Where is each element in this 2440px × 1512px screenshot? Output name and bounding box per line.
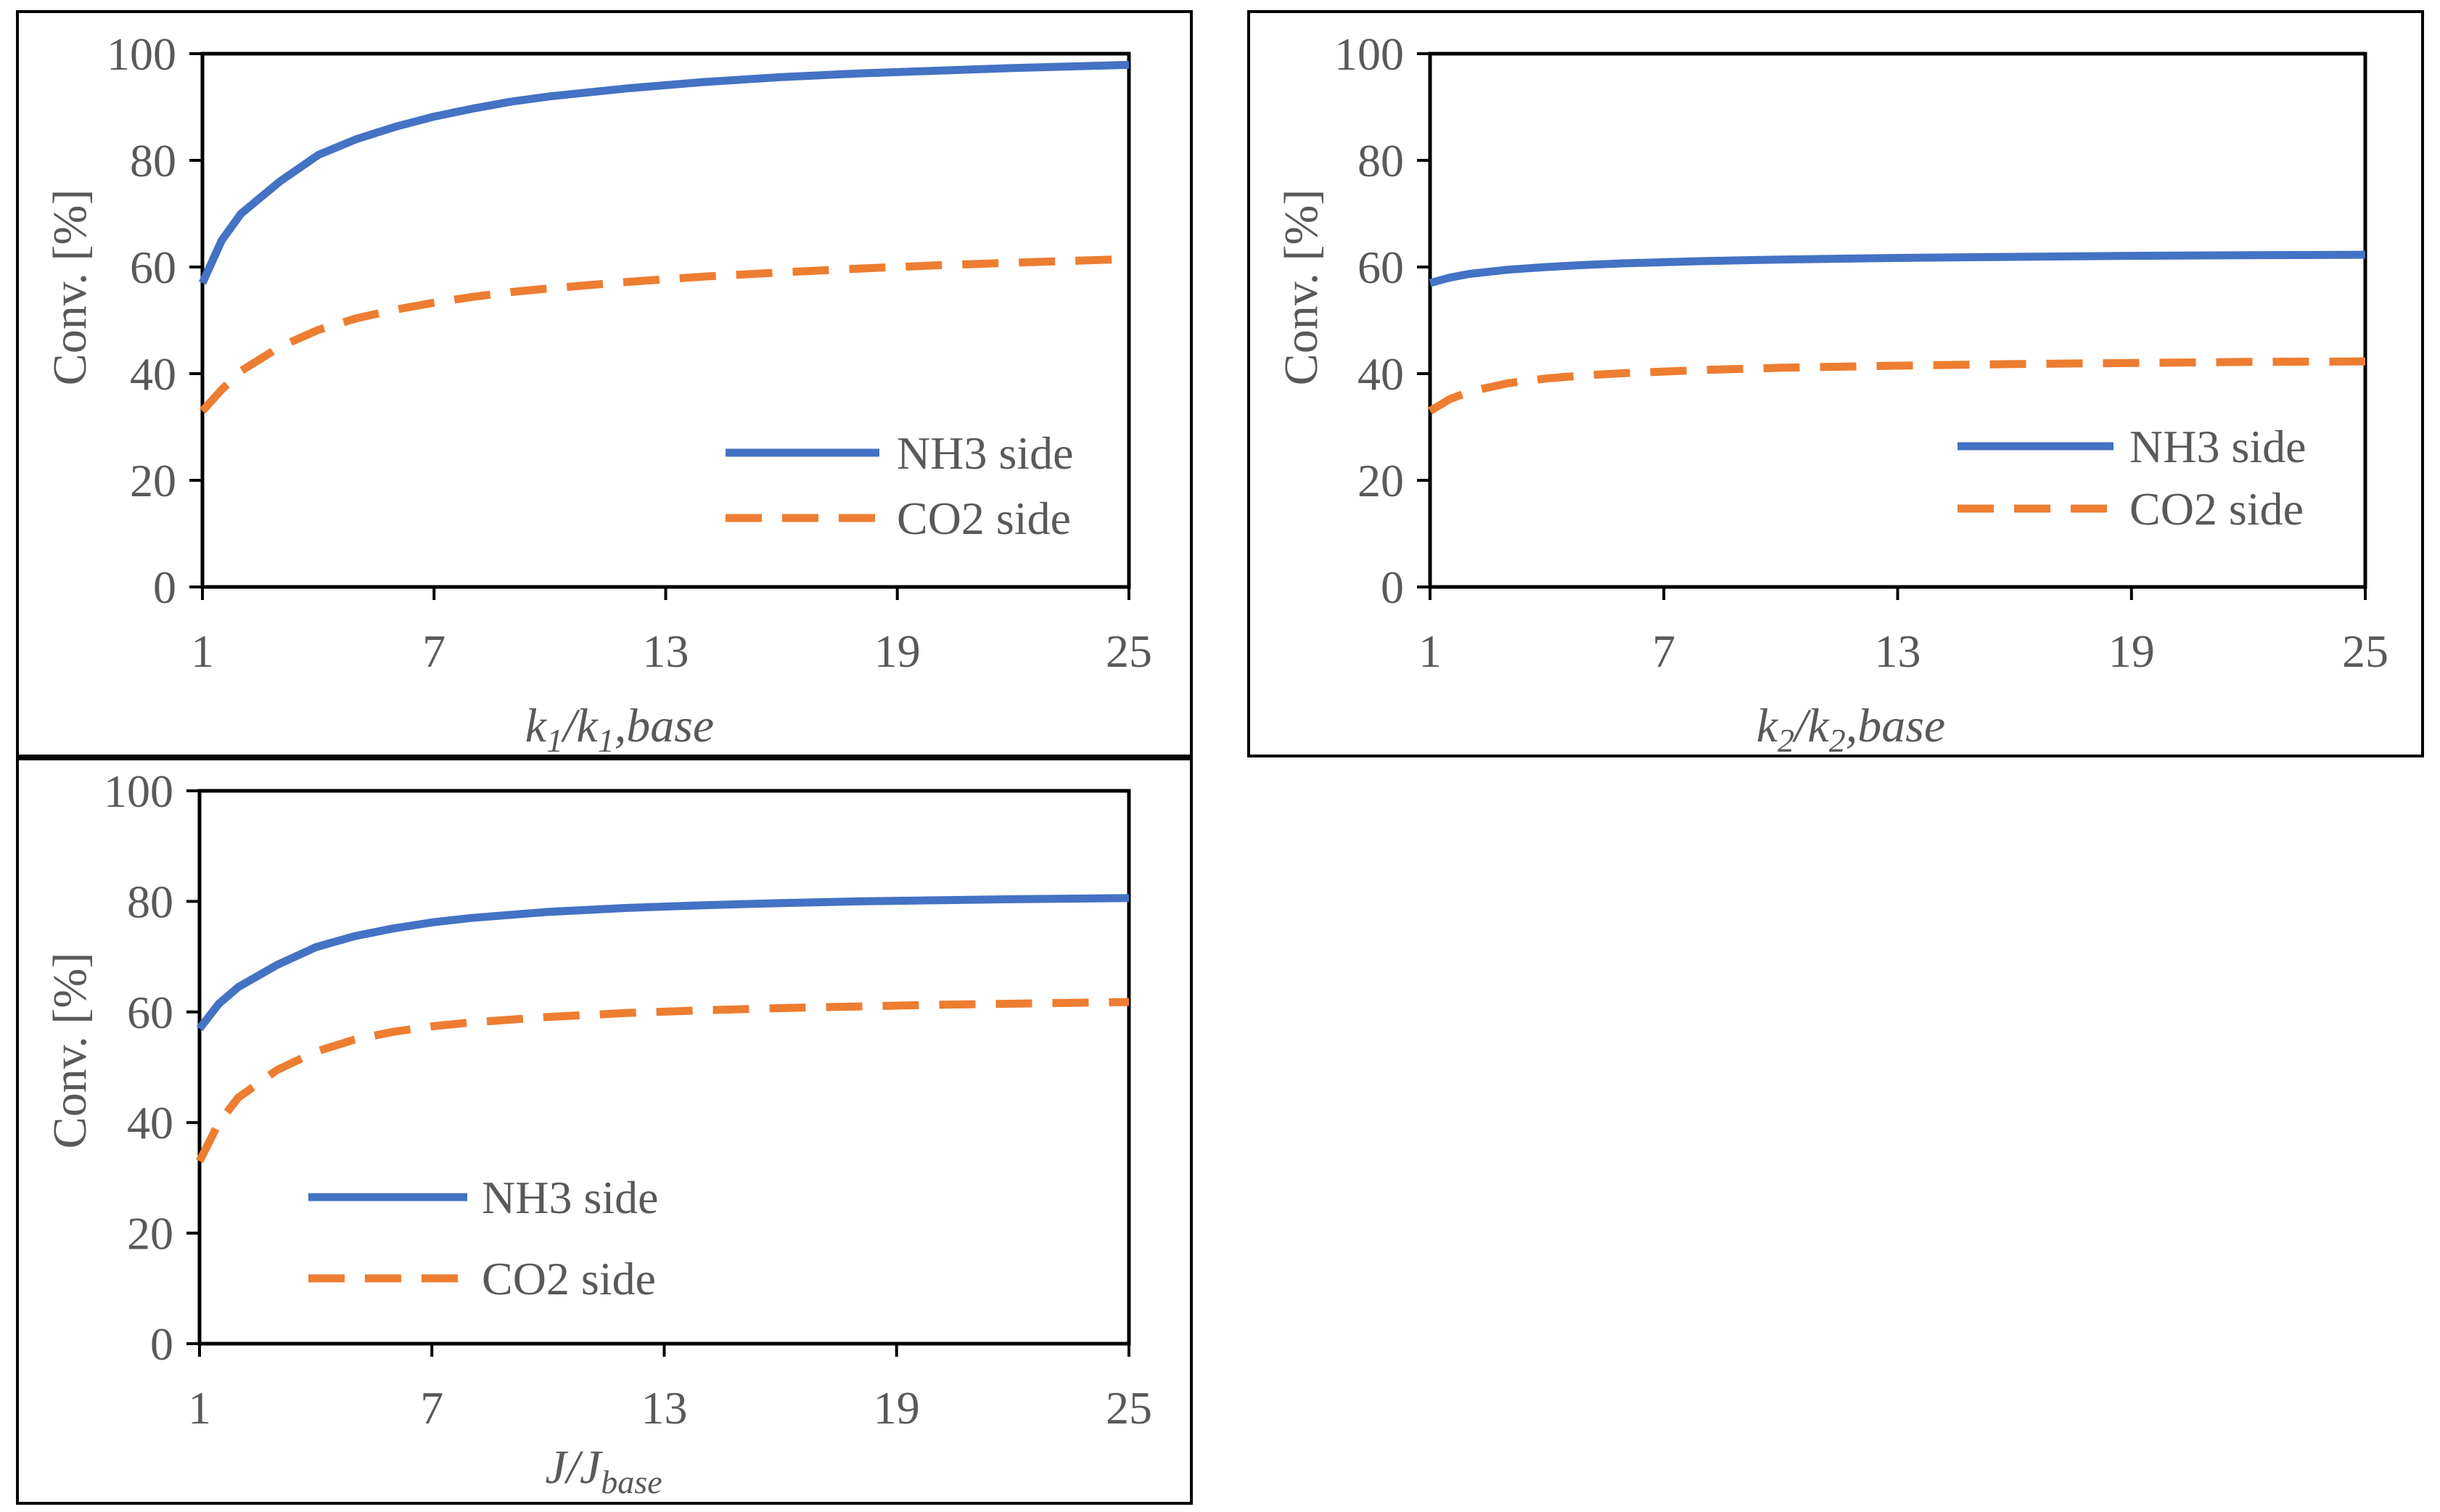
series-line-co2 xyxy=(1428,357,2366,415)
y-tick-label: 0 xyxy=(1381,562,1404,613)
x-axis-label: k1/k1,base xyxy=(525,699,714,759)
x-tick-label: 7 xyxy=(422,625,445,677)
legend: NH3 side CO2 side xyxy=(308,1172,659,1304)
y-tick-label: 80 xyxy=(130,135,176,186)
legend-label-nh3: NH3 side xyxy=(2129,421,2307,472)
x-tick-label: 25 xyxy=(2342,625,2388,677)
y-tick-label: 0 xyxy=(150,1318,173,1370)
y-axis-label: Conv. [%] xyxy=(1275,189,1328,386)
series-line-co2 xyxy=(199,255,1130,414)
y-tick-label: 60 xyxy=(130,242,176,293)
y-tick-label: 0 xyxy=(153,562,176,613)
y-tick-label: 100 xyxy=(107,28,176,80)
x-axis-label: k2/k2,base xyxy=(1757,699,1945,759)
y-tick-label: 60 xyxy=(127,987,173,1038)
x-tick-label: 1 xyxy=(188,1382,211,1434)
chart-panel-k2: 0 20 40 60 80 100 1 7 13 19 25 NH3 side CO2 side C… xyxy=(1247,10,2424,759)
y-tick-label: 80 xyxy=(127,876,173,927)
x-tick-label: 19 xyxy=(874,625,921,677)
legend-label-nh3: NH3 side xyxy=(482,1172,659,1223)
y-axis-label: Conv. [%] xyxy=(44,189,96,386)
y-tick-label: 40 xyxy=(1357,348,1404,400)
x-tick-label: 13 xyxy=(1875,625,1921,677)
y-tick-label: 40 xyxy=(127,1097,173,1149)
chart-j: 0 20 40 60 80 100 1 7 13 19 25 NH3 side CO2 side C… xyxy=(44,765,1152,1500)
y-tick-label: 60 xyxy=(1357,242,1404,293)
y-tick-label: 100 xyxy=(1334,28,1404,80)
plot-area: 0 20 40 60 80 100 1 7 13 19 25 xyxy=(1334,28,2388,677)
legend-label-co2: CO2 side xyxy=(897,493,1071,544)
x-tick-label: 19 xyxy=(874,1382,920,1434)
chart-k2: 0 20 40 60 80 100 1 7 13 19 25 NH3 side CO2 side C… xyxy=(1275,28,2388,759)
series-line-nh3 xyxy=(1429,250,2366,287)
x-tick-label: 25 xyxy=(1106,1382,1152,1434)
legend-label-co2: CO2 side xyxy=(482,1253,656,1304)
plot-area: 0 20 40 60 80 100 1 7 13 19 25 xyxy=(107,28,1152,677)
legend: NH3 side CO2 side xyxy=(1958,421,2307,535)
legend-label-nh3: NH3 side xyxy=(897,427,1074,479)
legend: NH3 side CO2 side xyxy=(726,427,1074,544)
x-axis-label: J/Jbase xyxy=(545,1441,662,1500)
y-tick-label: 20 xyxy=(130,455,176,506)
x-tick-label: 1 xyxy=(1418,625,1442,677)
x-tick-label: 7 xyxy=(1652,625,1675,677)
y-tick-label: 80 xyxy=(1357,135,1404,186)
series-line-nh3 xyxy=(196,894,1130,1032)
x-tick-label: 13 xyxy=(641,1382,688,1434)
x-tick-label: 1 xyxy=(191,625,214,677)
y-tick-label: 20 xyxy=(1357,455,1404,506)
x-tick-label: 25 xyxy=(1106,625,1152,677)
series-line-nh3 xyxy=(198,60,1130,285)
chart-panel-j: 0 20 40 60 80 100 1 7 13 19 25 NH3 side CO2 side C… xyxy=(16,757,1193,1505)
chart-k1: 0 20 40 60 80 100 1 7 13 19 25 NH3 side CO2 side C… xyxy=(44,28,1152,759)
plot-frame xyxy=(197,789,1131,1346)
x-tick-label: 7 xyxy=(420,1382,443,1434)
series-line-co2 xyxy=(196,998,1130,1163)
legend-label-co2: CO2 side xyxy=(2129,483,2304,535)
y-tick-label: 20 xyxy=(127,1208,173,1260)
y-tick-label: 100 xyxy=(104,765,173,817)
chart-panel-k1: 0 20 40 60 80 100 1 7 13 19 25 NH3 side CO2 side C… xyxy=(16,10,1193,759)
x-tick-label: 13 xyxy=(643,625,689,677)
y-tick-label: 40 xyxy=(130,348,176,400)
plot-area: 0 20 40 60 80 100 1 7 13 19 25 xyxy=(104,765,1152,1434)
x-tick-label: 19 xyxy=(2108,625,2155,677)
y-axis-label: Conv. [%] xyxy=(44,953,96,1149)
